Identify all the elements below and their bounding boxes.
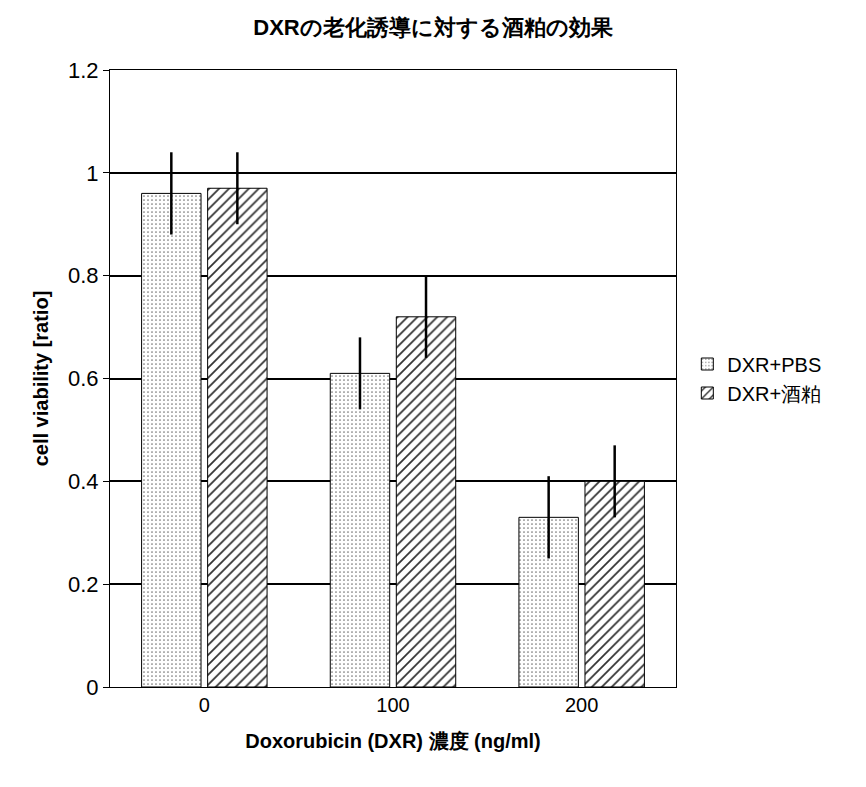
svg-text:DXR+PBS: DXR+PBS bbox=[727, 354, 821, 376]
svg-text:Doxorubicin (DXR) 濃度 (ng/ml): Doxorubicin (DXR) 濃度 (ng/ml) bbox=[245, 730, 541, 752]
svg-text:100: 100 bbox=[376, 694, 409, 716]
svg-text:0.6: 0.6 bbox=[68, 366, 99, 391]
svg-text:1.2: 1.2 bbox=[68, 58, 99, 83]
svg-text:0.8: 0.8 bbox=[68, 263, 99, 288]
svg-text:0.4: 0.4 bbox=[68, 469, 99, 494]
svg-text:0: 0 bbox=[86, 675, 98, 700]
svg-text:cell viability [ratio]: cell viability [ratio] bbox=[30, 291, 52, 467]
svg-text:DXR+酒粕: DXR+酒粕 bbox=[727, 383, 821, 405]
svg-text:0.2: 0.2 bbox=[68, 572, 99, 597]
svg-text:DXRの老化誘導に対する酒粕の効果: DXRの老化誘導に対する酒粕の効果 bbox=[253, 15, 613, 40]
svg-text:0: 0 bbox=[199, 694, 210, 716]
svg-text:200: 200 bbox=[565, 694, 598, 716]
svg-text:1: 1 bbox=[86, 161, 98, 186]
